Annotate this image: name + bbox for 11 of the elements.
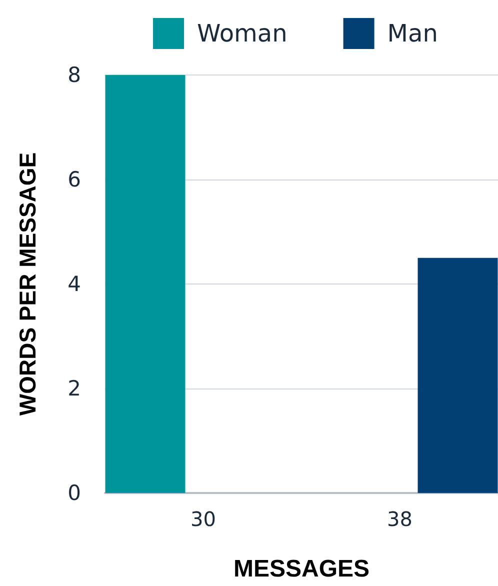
x-axis-title: MESSAGES: [233, 556, 370, 582]
legend-label: Man: [387, 20, 438, 48]
y-tick-label: 2: [68, 376, 81, 400]
y-axis-title: WORDS PER MESSAGE: [14, 152, 40, 416]
y-tick-label: 4: [68, 272, 81, 296]
x-tick-label: 38: [387, 507, 412, 531]
y-tick-label: 6: [68, 168, 81, 192]
x-tick-label: 30: [190, 507, 216, 531]
legend-label: Woman: [197, 20, 288, 48]
y-tick-label: 0: [68, 481, 81, 505]
y-tick-label: 8: [68, 63, 81, 87]
